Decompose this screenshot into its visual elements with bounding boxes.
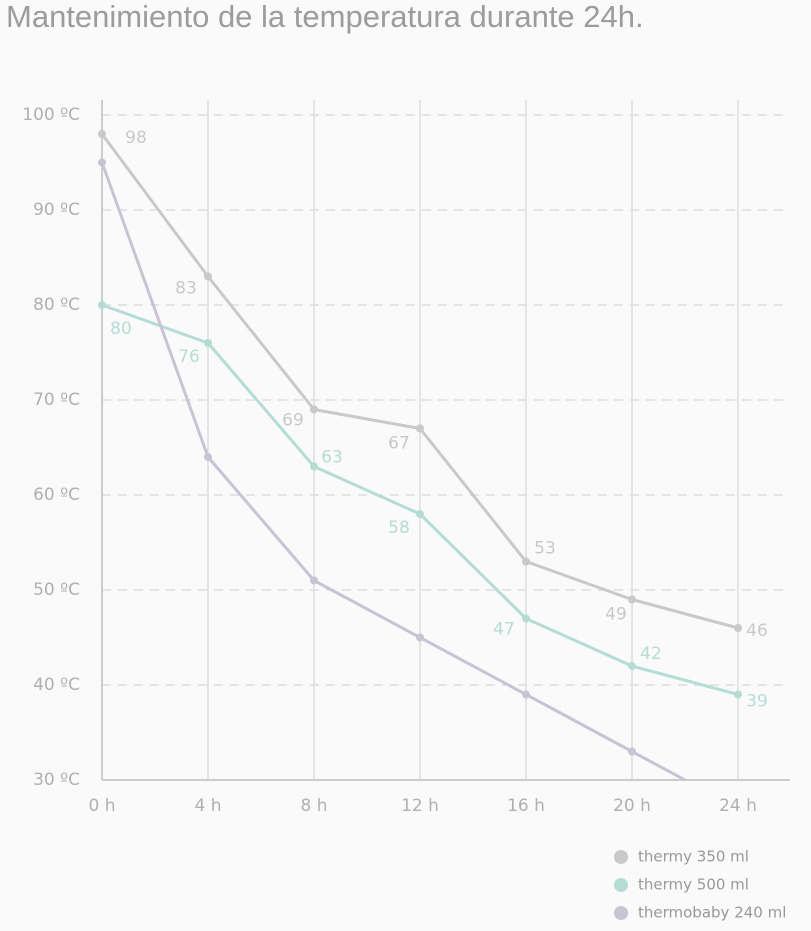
data-point [734, 624, 742, 632]
data-label: 69 [282, 411, 304, 431]
x-tick-label: 4 h [195, 796, 222, 816]
y-tick-label: 30 ºC [33, 770, 80, 790]
data-label: 80 [110, 319, 132, 339]
data-point [734, 690, 742, 699]
data-label: 46 [746, 621, 768, 641]
y-tick-label: 70 ºC [33, 390, 80, 410]
data-label: 63 [321, 448, 343, 468]
data-label: 39 [746, 692, 768, 712]
data-point [522, 614, 530, 623]
data-point [628, 662, 636, 670]
data-point [310, 405, 318, 414]
chart-title: Mantenimiento de la temperatura durante … [6, 0, 644, 34]
y-tick-label: 90 ºC [33, 200, 80, 220]
data-point [522, 690, 530, 699]
data-point [204, 339, 212, 347]
labels: 30 ºC 40 ºC 50 ºC 60 ºC 70 ºC 80 ºC 90 ºC 100 º… [22, 105, 786, 922]
data-label: 47 [493, 620, 515, 640]
legend-marker [614, 850, 628, 864]
data-label: 67 [388, 434, 410, 454]
x-tick-label: 12 h [401, 796, 439, 816]
grid [102, 100, 790, 780]
data-point [416, 510, 424, 518]
legend-marker [614, 878, 628, 892]
data-point [310, 462, 318, 471]
data-point [98, 301, 106, 309]
data-label: 49 [605, 605, 627, 625]
data-label: 83 [175, 279, 197, 299]
data-label: 53 [534, 539, 556, 559]
legend-label: thermobaby 240 ml [638, 904, 786, 922]
plot-area [98, 130, 742, 780]
data-point [204, 453, 212, 461]
x-tick-label: 8 h [301, 796, 328, 816]
data-label: 58 [388, 518, 410, 538]
x-tick-label: 0 h [89, 796, 116, 816]
data-point [98, 158, 106, 167]
y-tick-label: 60 ºC [33, 485, 80, 505]
x-tick-label: 16 h [507, 796, 545, 816]
data-label: 42 [640, 644, 662, 664]
data-point [522, 557, 530, 566]
data-point [628, 747, 636, 756]
y-tick-label: 50 ºC [33, 580, 80, 600]
data-point [98, 130, 106, 138]
legend-label: thermy 350 ml [638, 848, 749, 866]
y-tick-label: 80 ºC [33, 295, 80, 315]
y-tick-label: 40 ºC [33, 675, 80, 695]
y-tick-label: 100 ºC [22, 105, 80, 125]
legend-label: thermy 500 ml [638, 876, 749, 894]
x-tick-label: 24 h [719, 796, 757, 816]
data-label: 98 [125, 128, 147, 148]
legend-marker [614, 906, 628, 920]
data-point [416, 424, 424, 433]
data-point [416, 633, 424, 642]
data-point [310, 576, 318, 585]
data-point [628, 595, 636, 604]
data-point [204, 272, 212, 281]
data-label: 76 [178, 347, 200, 367]
x-tick-label: 20 h [613, 796, 651, 816]
